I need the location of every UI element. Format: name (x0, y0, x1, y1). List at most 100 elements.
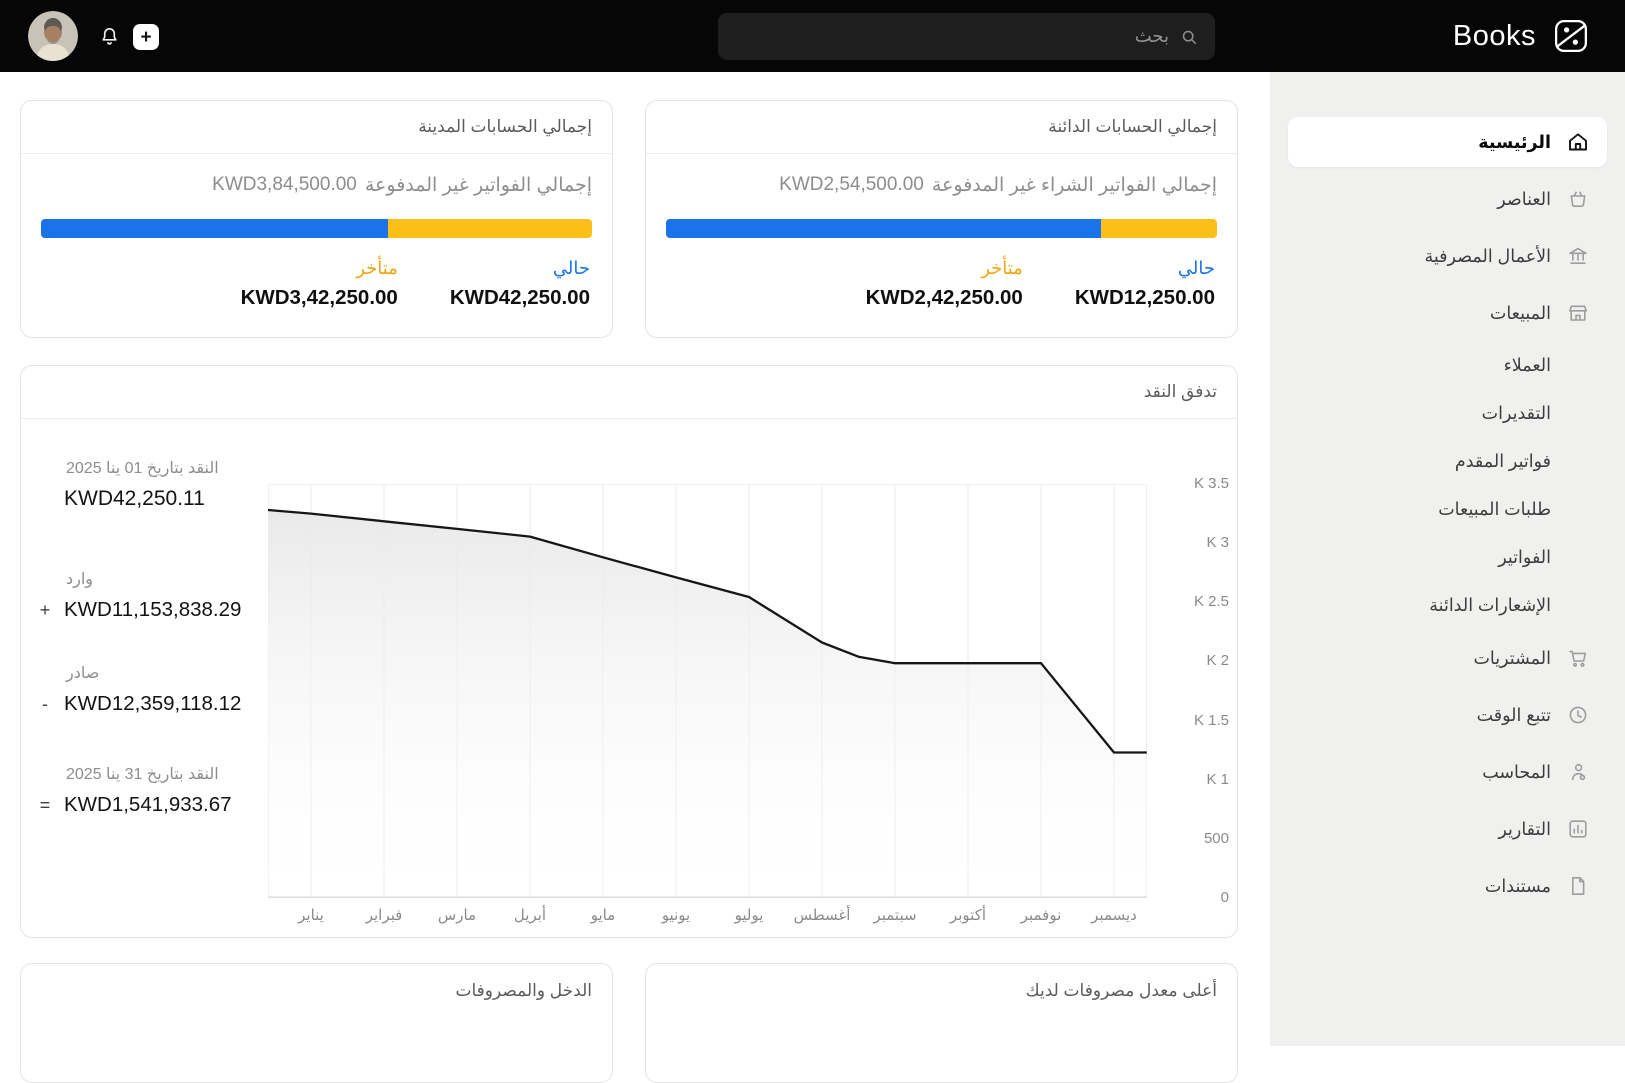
sidebar-nav: الرئيسية العناصر الأعمال المصرفية المبيعات ا… (1270, 72, 1625, 1046)
y-tick-label: 0 (1220, 889, 1229, 906)
sidebar-item[interactable]: طلبات المبيعات (1288, 489, 1607, 530)
x-month-label: سبتمبر (873, 907, 917, 924)
sidebar-item-label: المبيعات (1489, 302, 1551, 323)
sidebar-item[interactable]: الفواتير (1288, 537, 1607, 578)
overdue-label: متأخر (981, 258, 1023, 278)
sidebar-item[interactable]: العملاء (1288, 345, 1607, 386)
cash-flow-card-header: تدفق النقد (21, 366, 1237, 419)
sidebar-item-label: المشتريات (1473, 647, 1551, 668)
x-month-label: أكتوبر (949, 907, 987, 924)
payables-progress-bar (666, 219, 1217, 238)
incoming-amount: KWD11,153,838.29 (64, 598, 242, 621)
sidebar-item[interactable]: مستندات (1288, 861, 1607, 911)
income-expense-card: الدخل والمصروفات (20, 963, 613, 1083)
reports-icon (1565, 816, 1591, 842)
search-placeholder: بحث (1134, 26, 1169, 46)
y-tick-label: 500 (1203, 829, 1229, 847)
plus-sign: + (39, 600, 51, 620)
home-icon (1565, 129, 1591, 155)
quick-add-button[interactable]: + (133, 24, 159, 50)
income-expense-title: الدخل والمصروفات (455, 980, 592, 1000)
outgoing-amount: KWD12,359,118.12 (64, 692, 242, 715)
avatar-image (28, 11, 78, 61)
sidebar-item[interactable]: تتبع الوقت (1288, 690, 1607, 740)
search-input[interactable]: بحث (718, 13, 1215, 60)
sidebar-item[interactable]: المحاسب (1288, 747, 1607, 797)
receivables-overdue-segment (388, 219, 592, 238)
y-tick-label: K 2.5 (1193, 593, 1229, 611)
purchases-icon (1565, 645, 1591, 671)
receivables-current: حالي KWD42,250.00 (450, 258, 590, 310)
sidebar-item-label: العناصر (1497, 188, 1551, 209)
sidebar-item[interactable]: المبيعات (1288, 288, 1607, 338)
sidebar-item[interactable]: الأعمال المصرفية (1288, 231, 1607, 281)
sidebar-item-label: التقديرات (1481, 403, 1551, 423)
user-avatar[interactable] (28, 11, 78, 61)
closing-cash-row: = KWD1,541,933.67 (39, 793, 232, 817)
receivables-overdue: متأخر KWD3,42,250.00 (241, 258, 398, 310)
y-tick-label: K 1 (1206, 770, 1229, 788)
sidebar-item[interactable]: التقارير (1288, 804, 1607, 854)
current-amount: KWD12,250.00 (1074, 286, 1215, 309)
receivables-title: إجمالي الحسابات المدينة (418, 117, 592, 136)
current-label: حالي (1177, 258, 1215, 278)
sidebar-item[interactable]: فواتير المقدم (1288, 441, 1607, 482)
x-month-label: مايو (590, 907, 616, 924)
total-payables-card: إجمالي الحسابات الدائنة إجمالي الفواتير … (645, 100, 1238, 338)
x-month-label: يوليو (734, 907, 764, 924)
documents-icon (1565, 873, 1591, 899)
sidebar-item-label: الأعمال المصرفية (1424, 245, 1551, 266)
x-month-label: أغسطس (793, 907, 851, 924)
incoming-label: وارد (66, 571, 94, 588)
banking-icon (1565, 243, 1591, 269)
sidebar-item[interactable]: التقديرات (1288, 393, 1607, 434)
sidebar-item-label: الرئيسية (1478, 131, 1551, 152)
payables-title: إجمالي الحسابات الدائنة (1048, 117, 1217, 136)
sidebar-item[interactable]: الرئيسية (1288, 117, 1607, 167)
equals-sign: = (39, 795, 51, 815)
outgoing-label: صادر (66, 665, 100, 682)
accountant-icon (1565, 759, 1591, 785)
overdue-label: متأخر (356, 258, 398, 278)
closing-cash-amount: KWD1,541,933.67 (64, 793, 232, 816)
cash-flow-title: تدفق النقد (1143, 382, 1217, 401)
receivables-subtitle-amount: KWD3,84,500.00 (212, 174, 357, 195)
bell-icon (101, 27, 117, 45)
incoming-row: + KWD11,153,838.29 (39, 598, 242, 622)
receivables-subtitle-label: إجمالي الفواتير غير المدفوعة (364, 175, 592, 196)
sidebar-item-label: العملاء (1503, 355, 1551, 375)
payables-subtitle-label: إجمالي الفواتير الشراء غير المدفوعة (931, 175, 1217, 196)
income-expense-header: الدخل والمصروفات (21, 964, 612, 1017)
sidebar-item-label: فواتير المقدم (1454, 451, 1551, 471)
y-tick-label: K 2 (1206, 652, 1229, 670)
current-label: حالي (552, 258, 590, 278)
sidebar-item-label: التقارير (1498, 818, 1551, 839)
notifications-button[interactable] (96, 23, 122, 49)
plus-icon: + (140, 26, 152, 48)
payables-subtitle: إجمالي الفواتير الشراء غير المدفوعة KWD2… (646, 154, 1237, 197)
sales-icon (1565, 300, 1591, 326)
payables-current: حالي KWD12,250.00 (1075, 258, 1215, 310)
opening-cash-amount: KWD42,250.11 (64, 487, 205, 510)
receivables-subtitle: إجمالي الفواتير غير المدفوعة KWD3,84,500… (21, 154, 612, 197)
payables-card-header: إجمالي الحسابات الدائنة (646, 101, 1237, 154)
payables-overdue: متأخر KWD2,42,250.00 (866, 258, 1023, 310)
y-tick-label: K 1.5 (1193, 711, 1229, 729)
sidebar-item[interactable]: الإشعارات الدائنة (1288, 585, 1607, 626)
sidebar-item[interactable]: المشتريات (1288, 633, 1607, 683)
current-amount: KWD42,250.00 (449, 286, 590, 309)
sidebar-item-label: طلبات المبيعات (1438, 499, 1551, 519)
items-icon (1565, 186, 1591, 212)
receivables-card-header: إجمالي الحسابات المدينة (21, 101, 612, 154)
y-tick-label: K 3.5 (1193, 475, 1229, 492)
x-month-label: يونيو (661, 907, 691, 924)
search-icon (1179, 27, 1199, 47)
x-month-label: يناير (298, 907, 324, 924)
sidebar-item[interactable]: العناصر (1288, 174, 1607, 224)
top-expenses-title: أعلى معدل مصروفات لديك (1025, 980, 1217, 1000)
minus-sign: - (42, 694, 48, 714)
x-month-label: فبراير (365, 907, 403, 924)
brand[interactable]: Books (1453, 0, 1592, 72)
receivables-breakdown: حالي KWD42,250.00 متأخر KWD3,42,250.00 (21, 238, 612, 310)
